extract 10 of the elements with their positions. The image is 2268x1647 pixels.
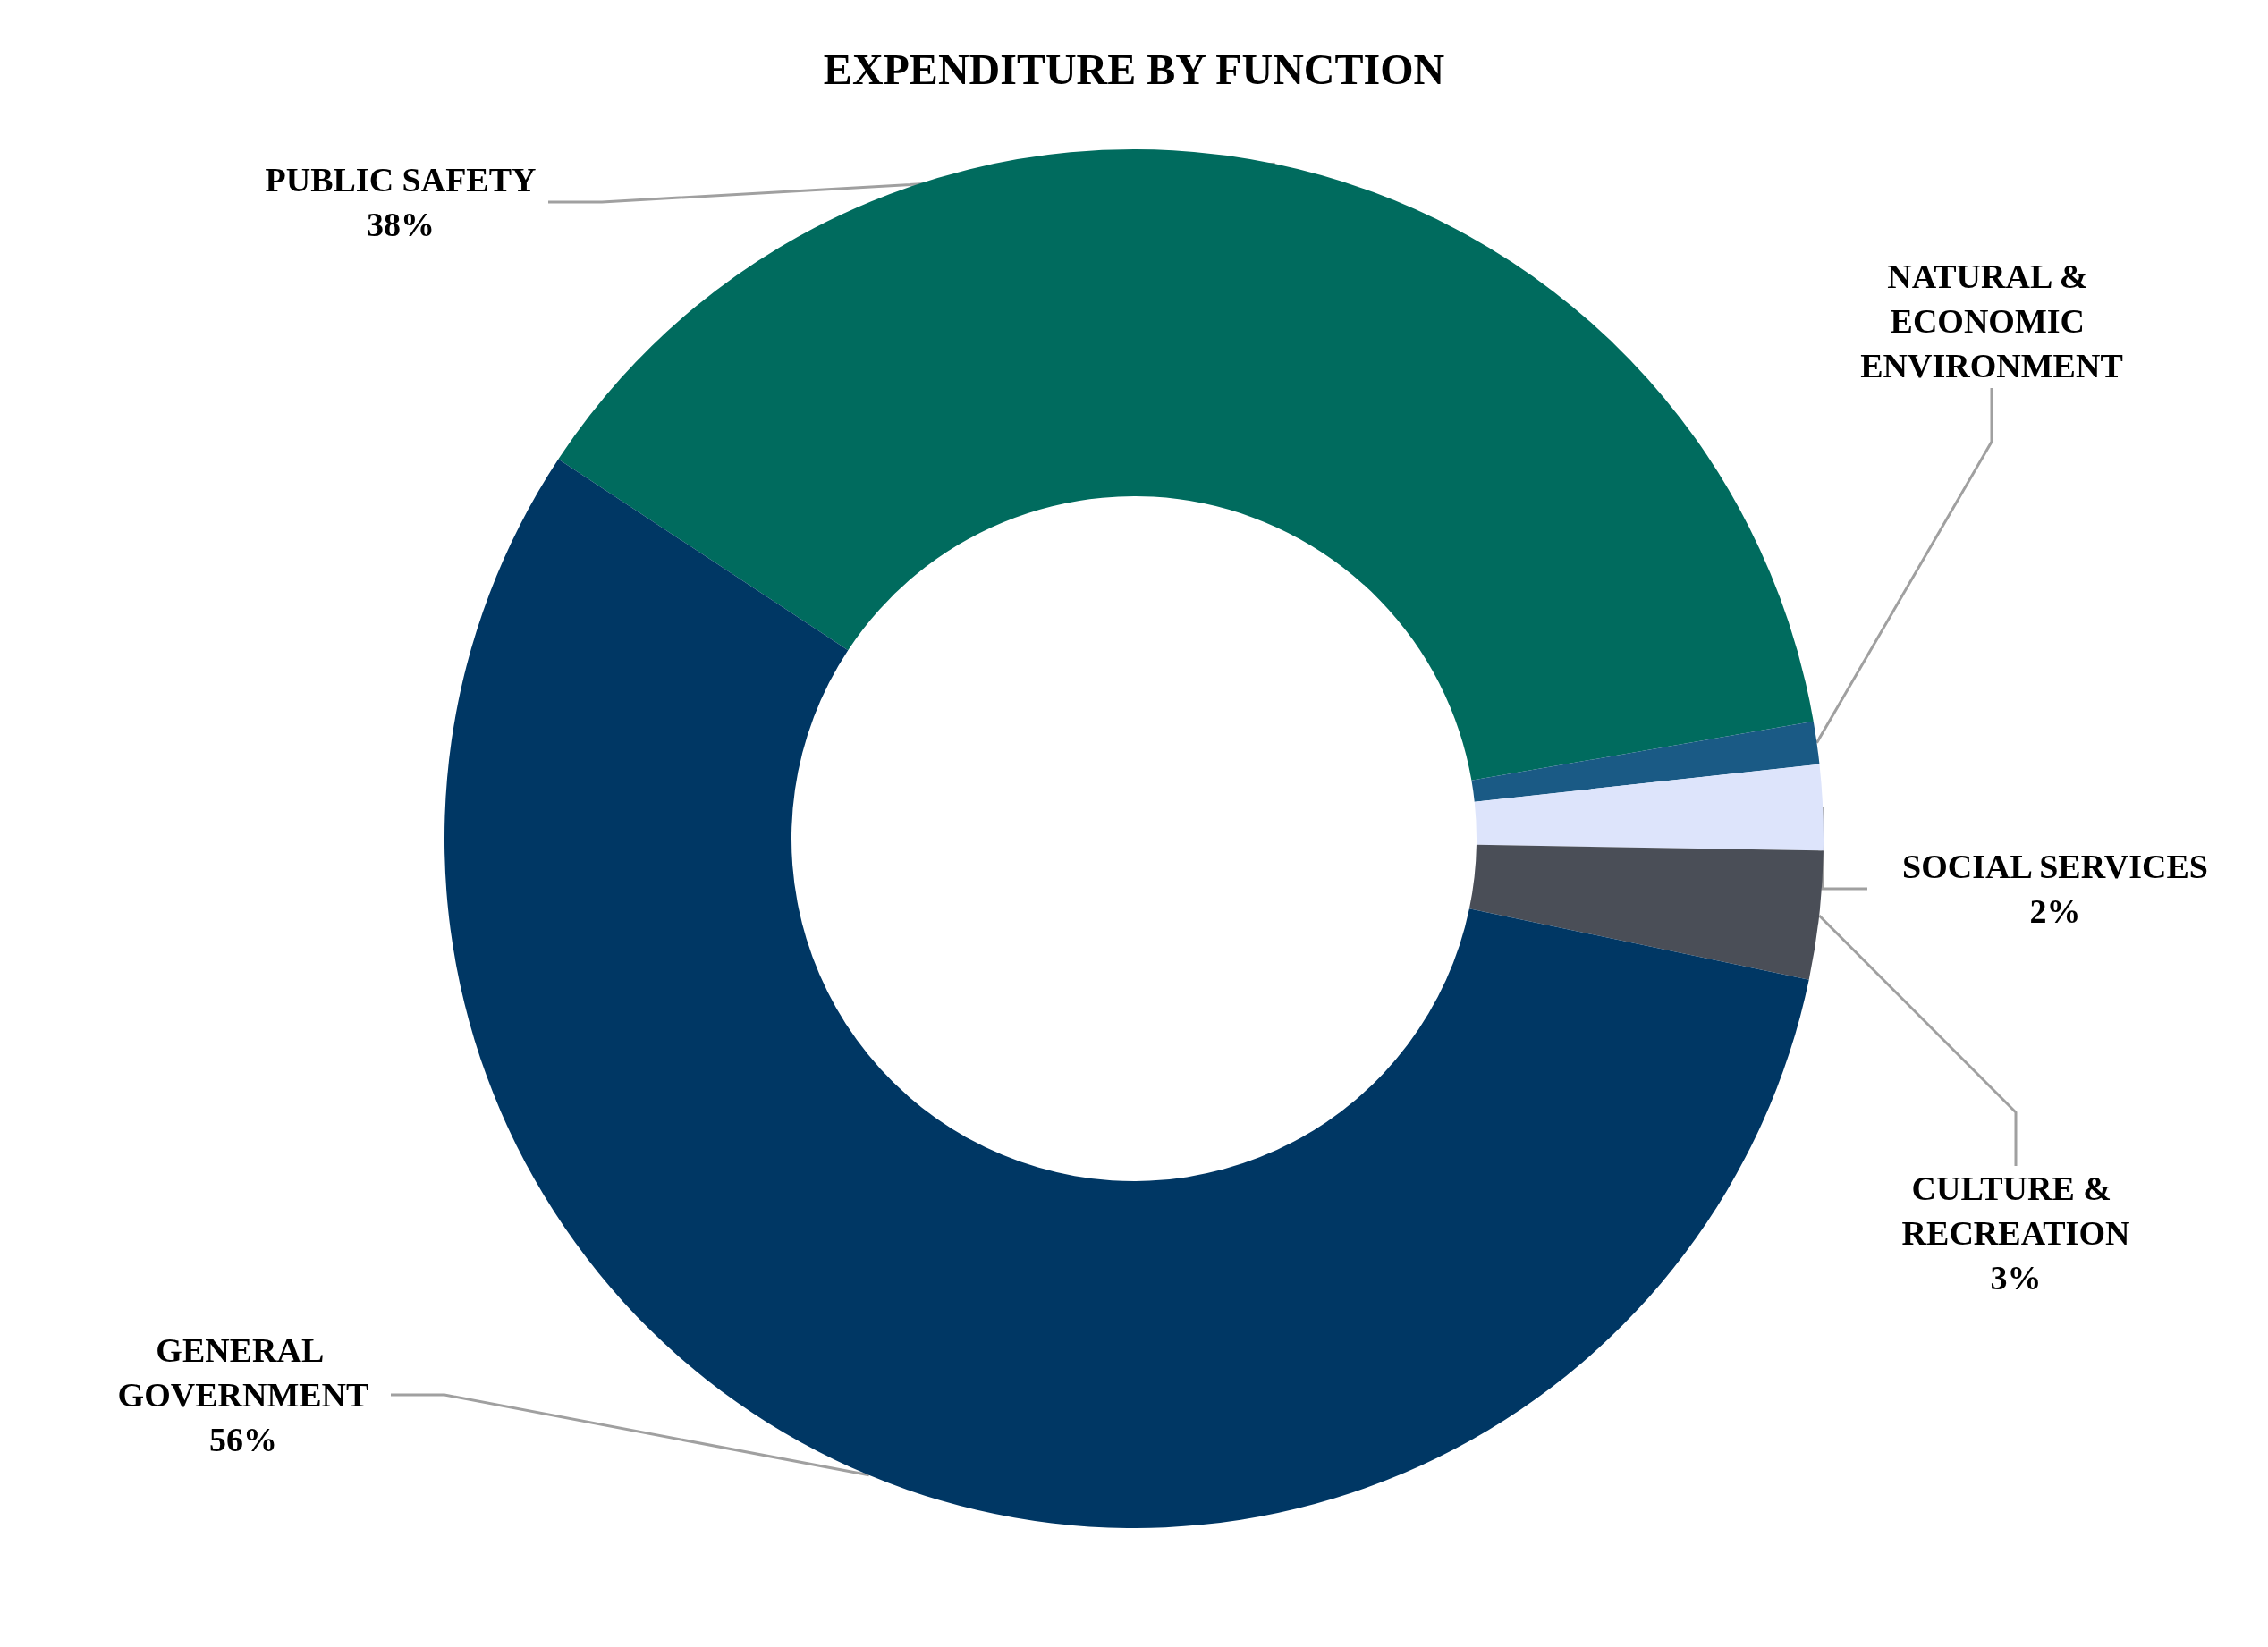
slice-label: PUBLIC SAFETY bbox=[265, 161, 537, 198]
slice-label: SOCIAL SERVICES bbox=[1902, 848, 2208, 885]
chart-title: EXPENDITURE BY FUNCTION bbox=[823, 45, 1445, 93]
slice-label: NATURAL & ECONOMIC ENVIRONMENT bbox=[1860, 258, 2123, 384]
data-label: 38% bbox=[367, 206, 435, 243]
data-label: 3% bbox=[1990, 1259, 2042, 1296]
data-label: 2% bbox=[2029, 892, 2081, 930]
slice-label: GENERAL GOVERNMENT bbox=[117, 1331, 369, 1414]
data-label: 56% bbox=[209, 1421, 277, 1458]
slice-label: CULTURE & RECREATION bbox=[1901, 1170, 2130, 1252]
